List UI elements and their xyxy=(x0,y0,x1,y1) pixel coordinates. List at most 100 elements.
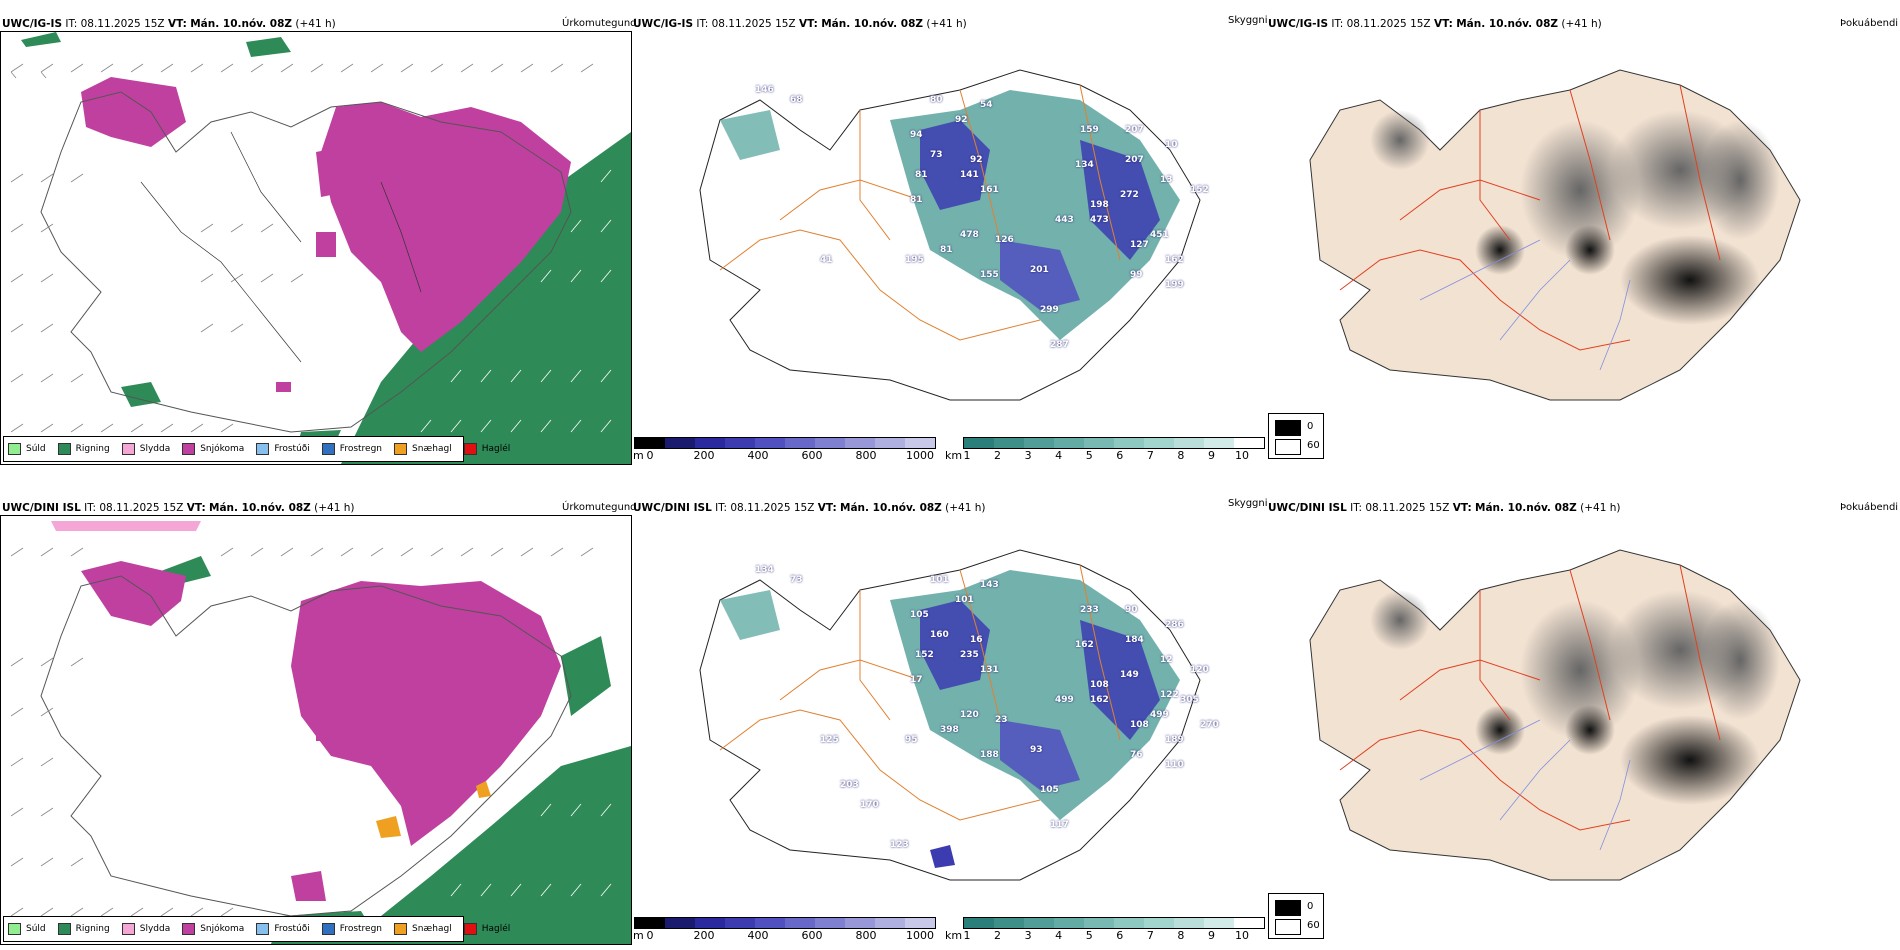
ceiling-label: 143 xyxy=(980,580,999,590)
legend-item-7: Haglél xyxy=(463,443,510,455)
height-bar-step xyxy=(635,918,665,928)
height-bar-step xyxy=(905,438,935,448)
vis-bar-step xyxy=(1234,918,1264,928)
height-tick: 600 xyxy=(801,929,823,942)
legend-item-1: Rigning xyxy=(57,923,110,935)
ceiling-label: 95 xyxy=(905,735,918,745)
ceiling-label: 398 xyxy=(940,725,959,735)
legend-swatch xyxy=(121,923,135,935)
ceiling-labels-2: 134 73 101 101 143 105 160 16 152 235 131 17 233 90 16… xyxy=(660,520,1240,910)
fog-swatch-60 xyxy=(1275,919,1301,935)
cloud-map-top[interactable]: 146 68 80 92 54 94 73 92 81 141 161 81 159 207 134 207 1… xyxy=(660,40,1240,430)
row2-header-fog: UWC/DINI ISL IT: 08.11.2025 15Z VT: Mán.… xyxy=(1268,502,1621,514)
fog-area xyxy=(1370,110,1430,170)
ceiling-label: 473 xyxy=(1090,215,1109,225)
rivers xyxy=(1419,719,1631,851)
ceiling-label: 155 xyxy=(980,270,999,280)
wind-barbs xyxy=(10,547,594,917)
ceiling-label: 101 xyxy=(955,595,974,605)
height-unit-2: m xyxy=(633,929,644,942)
fog-area xyxy=(1520,600,1640,740)
legend-label: Súld xyxy=(26,924,46,934)
visibility-tick: 8 xyxy=(1177,449,1185,462)
ceiling-label: 10 xyxy=(1165,140,1178,150)
precip-map-bottom[interactable]: Súld Rigning Slydda Snjókoma Frostúði Frostre… xyxy=(0,515,632,945)
ceiling-label: 141 xyxy=(960,170,979,180)
precip-map-top[interactable]: Súld Rigning Slydda Snjókoma Frostúði Frostre… xyxy=(0,31,632,465)
legend-swatch xyxy=(57,443,71,455)
vis-bar-step xyxy=(1024,918,1054,928)
fog-core xyxy=(1620,235,1760,325)
row1-header-precip: UWC/IG-IS IT: 08.11.2025 15Z VT: Mán. 10… xyxy=(2,18,336,30)
legend-item-3: Snjókoma xyxy=(182,443,244,455)
ceiling-label: 443 xyxy=(1055,215,1074,225)
fog-map-svg-2 xyxy=(1309,549,1801,881)
height-bar-step xyxy=(725,918,755,928)
visibility-tick: 6 xyxy=(1116,449,1124,462)
ceiling-label: 94 xyxy=(910,130,923,140)
height-bar-step xyxy=(695,918,725,928)
height-bar-step xyxy=(785,918,815,928)
ceiling-label: 235 xyxy=(960,650,979,660)
ceiling-label: 80 xyxy=(930,95,943,105)
legend-swatch xyxy=(321,443,335,455)
fog-map-top[interactable] xyxy=(1300,40,1860,430)
ceiling-area xyxy=(920,120,990,210)
ceiling-label: 162 xyxy=(1075,640,1094,650)
vis-bar-step xyxy=(1114,918,1144,928)
height-bar-step xyxy=(695,438,725,448)
height-colorbar xyxy=(634,437,936,449)
visibility-unit: km xyxy=(945,449,963,462)
legend-label: Frostúði xyxy=(274,444,310,454)
ceiling-label: 108 xyxy=(1130,720,1149,730)
ceiling-area xyxy=(920,600,990,690)
vis-bar-step xyxy=(1054,438,1084,448)
legend-label: Snæhagl xyxy=(412,444,452,454)
legend-item-5: Frostregn xyxy=(321,923,382,935)
rain-area xyxy=(561,636,611,716)
row1-header-fog: UWC/IG-IS IT: 08.11.2025 15Z VT: Mán. 10… xyxy=(1268,18,1602,30)
vis-bar-step xyxy=(1144,918,1174,928)
roads xyxy=(1339,84,1721,351)
legend-swatch xyxy=(394,923,408,935)
row1-header-cloud: UWC/IG-IS IT: 08.11.2025 15Z VT: Mán. 10… xyxy=(633,18,967,30)
fog-legend: 0 60 xyxy=(1268,413,1324,459)
ceiling-area xyxy=(1000,240,1080,310)
fog-area xyxy=(1565,705,1615,755)
snow-pellet-area xyxy=(476,781,491,798)
cloud-map-bottom[interactable]: 134 73 101 101 143 105 160 16 152 235 131 17 233 90 16… xyxy=(660,520,1240,910)
height-bar-step xyxy=(845,918,875,928)
ceiling-area xyxy=(930,845,955,868)
ceiling-label: 287 xyxy=(1050,340,1069,350)
ceiling-label: 90 xyxy=(1125,605,1138,615)
snow-area xyxy=(81,77,186,147)
height-tick: 0 xyxy=(646,449,654,462)
row2-header-precip: UWC/DINI ISL IT: 08.11.2025 15Z VT: Mán.… xyxy=(2,502,355,514)
visibility-area xyxy=(720,110,780,160)
visibility-tick: 1 xyxy=(963,929,971,942)
ceiling-label: 92 xyxy=(970,155,983,165)
ceiling-label: 160 xyxy=(930,630,949,640)
legend-item-6: Snæhagl xyxy=(394,923,452,935)
legend-item-4: Frostúði xyxy=(256,443,310,455)
fog-label-60: 60 xyxy=(1307,440,1320,451)
ceiling-label: 108 xyxy=(1090,680,1109,690)
fog-map-svg xyxy=(1309,69,1801,401)
ceiling-label: 17 xyxy=(910,675,923,685)
precip-legend-2: Súld Rigning Slydda Snjókoma Frostúði Frostre… xyxy=(3,916,510,942)
ceiling-label: 203 xyxy=(840,780,859,790)
visibility-tick: 2 xyxy=(994,929,1002,942)
visibility-tick: 1 xyxy=(963,449,971,462)
vis-bar-step xyxy=(1144,438,1174,448)
fog-legend-2: 0 60 xyxy=(1268,893,1324,939)
ceiling-label: 125 xyxy=(820,735,839,745)
fog-map-bottom[interactable] xyxy=(1300,520,1860,910)
vis-bar-step xyxy=(1174,438,1204,448)
legend-item-2: Slydda xyxy=(121,923,170,935)
ceiling-label: 41 xyxy=(820,255,833,265)
ceiling-label: 161 xyxy=(980,185,999,195)
ceiling-label: 68 xyxy=(790,95,803,105)
height-bar-step xyxy=(665,438,695,448)
legend-label: Haglél xyxy=(481,924,511,934)
visibility-tick: 2 xyxy=(994,449,1002,462)
